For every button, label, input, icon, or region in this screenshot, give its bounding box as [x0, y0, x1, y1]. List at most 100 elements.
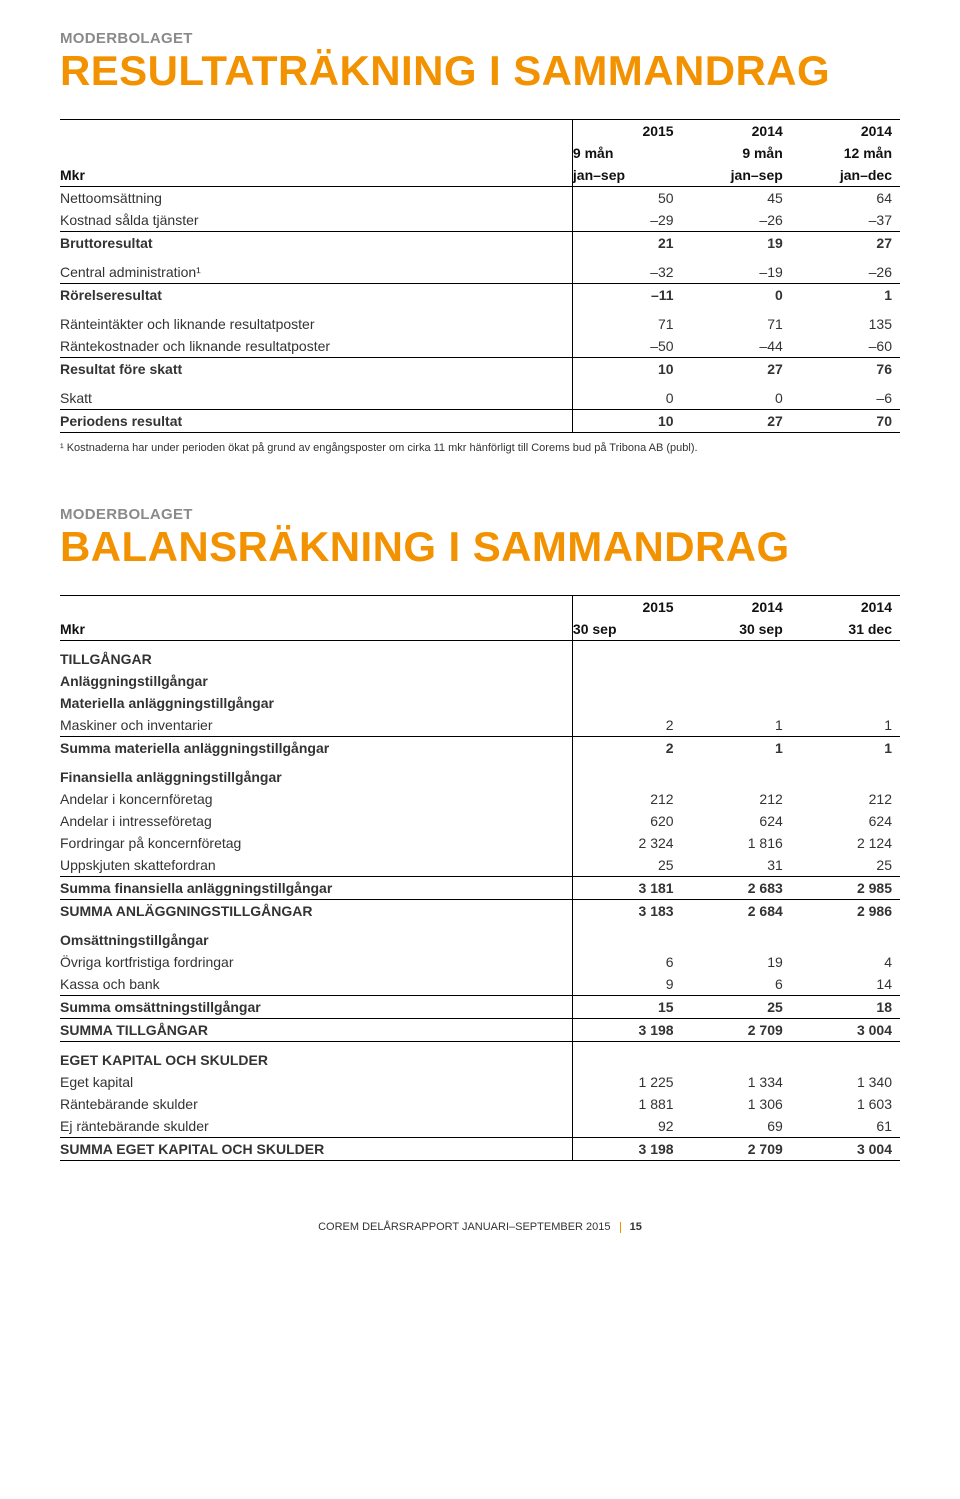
cell-value: 31 [682, 854, 791, 877]
cell-value: 9 [572, 973, 681, 996]
cell-value: 71 [572, 306, 681, 335]
group-label: Anläggningstillgångar [60, 670, 572, 692]
cell-value: 2 986 [791, 900, 900, 923]
cell-label: Summa omsättningstillgångar [60, 996, 572, 1019]
th-col3-p: jan–dec [791, 164, 900, 187]
cell-label: Skatt [60, 380, 572, 410]
cell-label: Räntekostnader och liknande resultatpost… [60, 335, 572, 358]
table-row: Central administration¹ –32 –19 –26 [60, 254, 900, 284]
cell-label: Rörelseresultat [60, 284, 572, 307]
cell-value: 27 [682, 410, 791, 433]
group-label: Materiella anläggningstillgångar [60, 692, 572, 714]
th-col1-m: 9 mån [572, 142, 681, 164]
table-row: Kostnad sålda tjänster –29 –26 –37 [60, 209, 900, 232]
cell-label: Kostnad sålda tjänster [60, 209, 572, 232]
section2-label: MODERBOLAGET [60, 506, 900, 523]
cell-value: 3 004 [791, 1138, 900, 1161]
cell-value: 2 684 [682, 900, 791, 923]
group-header: Omsättningstillgångar [60, 922, 900, 951]
cell-label: Ränteintäkter och liknande resultatposte… [60, 306, 572, 335]
cell-label: Summa finansiella anläggningstillgångar [60, 877, 572, 900]
cell-value: 1 334 [682, 1071, 791, 1093]
cell-value: –26 [682, 209, 791, 232]
table-row: Uppskjuten skattefordran 25 31 25 [60, 854, 900, 877]
cell-value: 27 [791, 232, 900, 255]
table-row: Summa materiella anläggningstillgångar 2… [60, 737, 900, 760]
th-col2-y: 2014 [682, 120, 791, 143]
cell-value: 3 183 [572, 900, 681, 923]
cell-label: Bruttoresultat [60, 232, 572, 255]
group-header: EGET KAPITAL OCH SKULDER [60, 1042, 900, 1072]
cell-value: 92 [572, 1115, 681, 1138]
footer-page-number: 15 [630, 1221, 642, 1233]
th-col3-y: 2014 [791, 596, 900, 619]
cell-value: 6 [572, 951, 681, 973]
cell-value: 25 [791, 854, 900, 877]
section1-label: MODERBOLAGET [60, 30, 900, 47]
cell-value: –19 [682, 254, 791, 284]
cell-label: SUMMA ANLÄGGNINGSTILLGÅNGAR [60, 900, 572, 923]
footer-divider-icon [620, 1222, 621, 1233]
cell-value: –26 [791, 254, 900, 284]
cell-value: 6 [682, 973, 791, 996]
table-row: Skatt 0 0 –6 [60, 380, 900, 410]
table-row: Summa finansiella anläggningstillgångar … [60, 877, 900, 900]
table-row: Eget kapital 1 225 1 334 1 340 [60, 1071, 900, 1093]
cell-value: –29 [572, 209, 681, 232]
th-col2-d: 30 sep [682, 618, 791, 641]
cell-label: Andelar i intresseföretag [60, 810, 572, 832]
table-row: Resultat före skatt 10 27 76 [60, 358, 900, 381]
cell-value: 45 [682, 187, 791, 210]
table-row: Rörelseresultat –11 0 1 [60, 284, 900, 307]
table-row: Andelar i intresseföretag 620 624 624 [60, 810, 900, 832]
group-label: Omsättningstillgångar [60, 922, 572, 951]
cell-value: 620 [572, 810, 681, 832]
table-row: Maskiner och inventarier 2 1 1 [60, 714, 900, 737]
th-col1-y: 2015 [572, 120, 681, 143]
cell-label: Fordringar på koncernföretag [60, 832, 572, 854]
table-row: Bruttoresultat 21 19 27 [60, 232, 900, 255]
section1-title: RESULTATRÄKNING I SAMMANDRAG [60, 49, 900, 93]
th-mkr: Mkr [60, 596, 572, 641]
cell-value: 61 [791, 1115, 900, 1138]
th-col3-y: 2014 [791, 120, 900, 143]
table-row: Kassa och bank 9 6 14 [60, 973, 900, 996]
cell-value: 71 [682, 306, 791, 335]
group-header: Finansiella anläggningstillgångar [60, 759, 900, 788]
footer-text: COREM DELÅRSRAPPORT JANUARI–SEPTEMBER 20… [318, 1221, 610, 1233]
cell-value: 19 [682, 232, 791, 255]
cell-value: 1 [682, 714, 791, 737]
cell-label: Räntebärande skulder [60, 1093, 572, 1115]
table-row: SUMMA TILLGÅNGAR 3 198 2 709 3 004 [60, 1019, 900, 1042]
cell-value: 624 [682, 810, 791, 832]
cell-value: 1 816 [682, 832, 791, 854]
group-header: Materiella anläggningstillgångar [60, 692, 900, 714]
cell-label: Ej räntebärande skulder [60, 1115, 572, 1138]
cell-value: 50 [572, 187, 681, 210]
cell-value: 135 [791, 306, 900, 335]
cell-value: 1 603 [791, 1093, 900, 1115]
cell-value: 1 225 [572, 1071, 681, 1093]
cell-value: 2 [572, 714, 681, 737]
cell-label: Periodens resultat [60, 410, 572, 433]
cell-value: –32 [572, 254, 681, 284]
cell-value: 18 [791, 996, 900, 1019]
cell-value: 2 709 [682, 1138, 791, 1161]
table-row: Fordringar på koncernföretag 2 324 1 816… [60, 832, 900, 854]
cell-value: 14 [791, 973, 900, 996]
cell-value: 1 [791, 737, 900, 760]
cell-value: 70 [791, 410, 900, 433]
cell-value: 1 [682, 737, 791, 760]
cell-value: 25 [572, 854, 681, 877]
cell-value: 2 985 [791, 877, 900, 900]
group-label: Finansiella anläggningstillgångar [60, 759, 572, 788]
cell-value: 4 [791, 951, 900, 973]
cell-value: 2 124 [791, 832, 900, 854]
cell-value: 212 [791, 788, 900, 810]
table-row: SUMMA EGET KAPITAL OCH SKULDER 3 198 2 7… [60, 1138, 900, 1161]
cell-value: 212 [572, 788, 681, 810]
cell-value: 10 [572, 410, 681, 433]
cell-value: 1 340 [791, 1071, 900, 1093]
cell-value: 2 683 [682, 877, 791, 900]
cell-value: 15 [572, 996, 681, 1019]
